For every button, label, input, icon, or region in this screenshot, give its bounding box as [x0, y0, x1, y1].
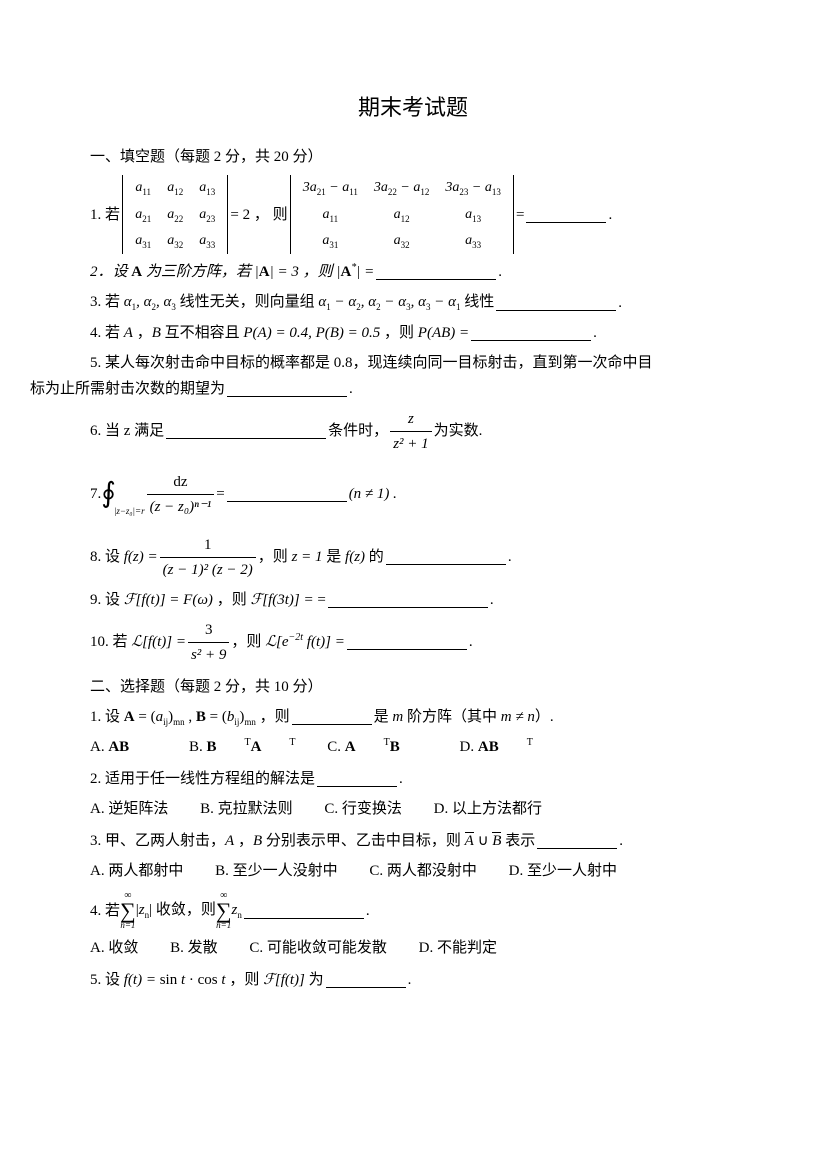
s2q4-mid: |zn| 收敛，则 — [136, 898, 216, 922]
q8-frac: 1 (z − 1)² (z − 2) — [160, 533, 256, 582]
s2q3-text: 3. 甲、乙两人射击，A ，B 分别表示甲、乙击中目标，则 A ∪ B 表示 — [90, 829, 535, 853]
s2q5: 5. 设 f(t) = sin t · cos t ，则 ℱ[f(t)] 为 . — [90, 968, 736, 992]
q5-line2: 标为止所需射击次数的期望为 — [30, 377, 225, 401]
q9-blank — [328, 592, 488, 608]
sum-icon-1: ∞ ∑ n=1 — [120, 891, 136, 930]
opt-a: A. 逆矩阵法 — [90, 801, 168, 817]
q9: 9. 设 ℱ[f(t)] = F(ω) ，则 ℱ[f(3t)] = = . — [90, 588, 736, 612]
s2q1-blank — [292, 709, 372, 725]
q1-post: = — [516, 203, 524, 227]
q7-frac: dz (z − z₀)ⁿ⁻¹ — [147, 470, 215, 519]
s2q2-opts: A. 逆矩阵法 B. 克拉默法则 C. 行变换法 D. 以上方法都行 — [90, 797, 736, 821]
q5: 5. 某人每次射击命中目标的概率都是 0.8，现连续向同一目标射击，直到第一次命… — [90, 351, 736, 401]
q7: 7. ∮ |z−z₀|=r dz (z − z₀)ⁿ⁻¹ = (n ≠ 1) . — [90, 470, 736, 519]
page-title: 期末考试题 — [90, 90, 736, 125]
s2q2-text: 2. 适用于任一线性方程组的解法是 — [90, 767, 315, 791]
section-1-header: 一、填空题（每题 2 分，共 20 分） — [90, 145, 736, 169]
s2q4-opts: A. 收敛 B. 发散 C. 可能收敛可能发散 D. 不能判定 — [90, 936, 736, 960]
q1-det2: 3a21 − a113a22 − a123a23 − a13 a11a12a13… — [290, 175, 514, 254]
q2-blank — [376, 264, 496, 280]
q5-line1: 5. 某人每次射击命中目标的概率都是 0.8，现连续向同一目标射击，直到第一次命… — [90, 351, 653, 375]
s2q3-opts: A. 两人都射中 B. 至少一人没射中 C. 两人都没射中 D. 至少一人射中 — [90, 859, 736, 883]
opt-a: A. 两人都射中 — [90, 863, 183, 879]
opt-d: D. 至少一人射中 — [509, 863, 617, 879]
opt-a: A. AB — [90, 739, 157, 755]
q8: 8. 设 f(z) = 1 (z − 1)² (z − 2) ，则 z = 1 … — [90, 533, 736, 582]
s2q1-b: 是 m 阶方阵（其中 m ≠ n）. — [374, 705, 554, 729]
q10-post: ，则 ℒ[e−2t f(t)] = — [231, 630, 344, 654]
q4-text: 4. 若 A ，B 互不相容且 P(A) = 0.4, P(B) = 0.5 ，… — [90, 321, 469, 345]
opt-b: B. 发散 — [170, 940, 218, 956]
q4: 4. 若 A ，B 互不相容且 P(A) = 0.4, P(B) = 0.5 ，… — [90, 321, 736, 345]
exam-page: 期末考试题 一、填空题（每题 2 分，共 20 分） 1. 若 a11a12a1… — [0, 0, 826, 1168]
q6-b: 条件时， — [328, 419, 388, 443]
q10: 10. 若 ℒ[f(t)] = 3 s² + 9 ，则 ℒ[e−2t f(t)]… — [90, 618, 736, 667]
q1-eq: = 2 ， 则 — [230, 203, 287, 227]
q6-frac: z z² + 1 — [390, 407, 431, 456]
opt-c: C. ATB — [327, 739, 427, 755]
s2q4-pre: 4. 若 — [90, 899, 120, 923]
integral-icon: ∮ — [101, 483, 116, 505]
s2q1: 1. 设 A = (aij)mn , B = (bij)mn ，则 是 m 阶方… — [90, 705, 736, 729]
s2q1-text: 1. 设 A = (aij)mn , B = (bij)mn ，则 — [90, 705, 290, 729]
q7-eq: = — [216, 482, 224, 506]
opt-b: B. BTAT — [189, 739, 296, 755]
q9-text: 9. 设 ℱ[f(t)] = F(ω) ，则 ℱ[f(3t)] = = — [90, 588, 326, 612]
q10-pre: 10. 若 ℒ[f(t)] = — [90, 630, 186, 654]
s2q5-text: 5. 设 f(t) = sin t · cos t ，则 ℱ[f(t)] 为 — [90, 968, 324, 992]
opt-c: C. 可能收敛可能发散 — [249, 940, 387, 956]
q1-pre: 1. 若 — [90, 203, 120, 227]
q2-text: 2．设 A 为三阶方阵，若 |A| = 3 ，则 |A*| = — [90, 260, 374, 284]
opt-b: B. 至少一人没射中 — [215, 863, 338, 879]
opt-a: A. 收敛 — [90, 940, 138, 956]
section-2-header: 二、选择题（每题 2 分，共 10 分） — [90, 675, 736, 699]
q3-text: 3. 若 α1, α2, α3 线性无关，则向量组 α1 − α2, α2 − … — [90, 290, 494, 314]
q3: 3. 若 α1, α2, α3 线性无关，则向量组 α1 − α2, α2 − … — [90, 290, 736, 314]
q8-post: ，则 z = 1 是 f(z) 的 — [258, 545, 384, 569]
s2q2: 2. 适用于任一线性方程组的解法是 . — [90, 767, 736, 791]
s2q4: 4. 若 ∞ ∑ n=1 |zn| 收敛，则 ∞ ∑ n=1 zn . — [90, 891, 736, 930]
s2q3: 3. 甲、乙两人射击，A ，B 分别表示甲、乙击中目标，则 A ∪ B 表示 . — [90, 829, 736, 853]
q7-sub: |z−z₀|=r — [114, 504, 145, 518]
opt-c: C. 行变换法 — [324, 801, 402, 817]
q1: 1. 若 a11a12a13 a21a22a23 a31a32a33 = 2 ，… — [90, 175, 736, 254]
q10-frac: 3 s² + 9 — [188, 618, 229, 667]
q7-blank — [227, 486, 347, 502]
q6: 6. 当 z 满足 条件时， z z² + 1 为实数. — [90, 407, 736, 456]
s2q2-blank — [317, 771, 397, 787]
q8-pre: 8. 设 f(z) = — [90, 545, 158, 569]
q10-blank — [347, 634, 467, 650]
opt-d: D. 以上方法都行 — [434, 801, 542, 817]
opt-d: D. 不能判定 — [419, 940, 497, 956]
s2q1-opts: A. AB B. BTAT C. ATB D. ABT — [90, 735, 736, 759]
q6-a: 6. 当 z 满足 — [90, 419, 164, 443]
s2q4-blank — [244, 903, 364, 919]
q7-pre: 7. — [90, 482, 101, 506]
q6-blank — [166, 423, 326, 439]
q8-blank — [386, 549, 506, 565]
s2q3-blank — [537, 833, 617, 849]
q1-det1: a11a12a13 a21a22a23 a31a32a33 — [122, 175, 228, 254]
opt-c: C. 两人都没射中 — [369, 863, 477, 879]
q5-blank — [227, 381, 347, 397]
opt-b: B. 克拉默法则 — [200, 801, 293, 817]
s2q5-blank — [326, 972, 406, 988]
q6-c: 为实数. — [434, 419, 483, 443]
s2q4-post: zn — [232, 898, 242, 922]
q4-blank — [471, 325, 591, 341]
opt-d: D. ABT — [460, 739, 533, 755]
sum-icon-2: ∞ ∑ n=1 — [216, 891, 232, 930]
q3-blank — [496, 295, 616, 311]
q1-blank — [526, 207, 606, 223]
q7-cond: (n ≠ 1) . — [349, 482, 397, 506]
q2: 2．设 A 为三阶方阵，若 |A| = 3 ，则 |A*| = . — [90, 260, 736, 284]
